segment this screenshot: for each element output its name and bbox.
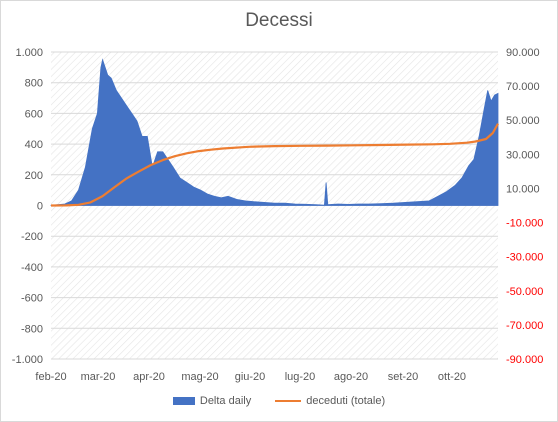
legend: Delta daily deceduti (totale)	[0, 395, 558, 407]
grid-lines	[51, 51, 498, 360]
legend-label-deceduti: deceduti (totale)	[306, 395, 386, 407]
left-tick-label: 400	[25, 139, 43, 151]
x-tick-label: ott-20	[438, 371, 466, 383]
left-tick-label: 800	[25, 78, 43, 90]
left-tick-label: -800	[21, 323, 43, 335]
right-tick-label: -30.000	[506, 252, 543, 264]
x-tick-label: feb-20	[35, 371, 66, 383]
chart-title: Decessi	[245, 10, 313, 31]
left-tick-label: -600	[21, 293, 43, 305]
right-tick-label: -70.000	[506, 320, 543, 332]
x-tick-label: apr-20	[133, 371, 165, 383]
x-tick-label: mar-20	[81, 371, 116, 383]
left-tick-label: 1.000	[15, 47, 43, 59]
series-line-layer	[50, 123, 499, 207]
left-tick-label: 0	[37, 201, 43, 213]
left-tick-label: 600	[25, 108, 43, 120]
x-tick-label: ago-20	[334, 371, 368, 383]
x-tick-label: giu-20	[235, 371, 266, 383]
legend-label-delta-daily: Delta daily	[199, 395, 252, 407]
right-tick-label: -90.000	[506, 354, 543, 366]
left-tick-label: -400	[21, 262, 43, 274]
deceduti-totale-line	[50, 123, 499, 207]
x-tick-label: set-20	[388, 371, 419, 383]
right-tick-label: -10.000	[506, 218, 543, 230]
right-axis-ticks: -90.000 -70.000 -50.000 -30.000 -10.000 10.00…	[506, 47, 543, 366]
x-tick-label: mag-20	[181, 371, 218, 383]
legend-swatch-line	[275, 400, 302, 402]
right-tick-label: 50.000	[506, 115, 540, 127]
right-tick-label: 70.000	[506, 81, 540, 93]
left-tick-label: -200	[21, 231, 43, 243]
legend-item-delta-daily: Delta daily	[172, 395, 252, 407]
left-tick-label: 200	[25, 170, 43, 182]
right-tick-label: 90.000	[506, 47, 540, 59]
right-tick-label: -50.000	[506, 286, 543, 298]
legend-swatch-area	[172, 397, 195, 405]
left-axis-ticks: -1.000 -800 -600 -400 -200 0 200 400 600 800 1.000	[12, 47, 43, 366]
right-tick-label: 30.000	[506, 149, 540, 161]
x-axis-ticks: feb-20 mar-20 apr-20 mag-20 giu-20 lug-20 ago-…	[35, 371, 466, 383]
left-tick-label: -1.000	[12, 354, 43, 366]
x-tick-label: lug-20	[285, 371, 316, 383]
delta-daily-area	[50, 58, 499, 206]
right-tick-label: 10.000	[506, 183, 540, 195]
series-area-layer	[50, 58, 499, 206]
legend-item-deceduti: deceduti (totale)	[275, 395, 385, 407]
